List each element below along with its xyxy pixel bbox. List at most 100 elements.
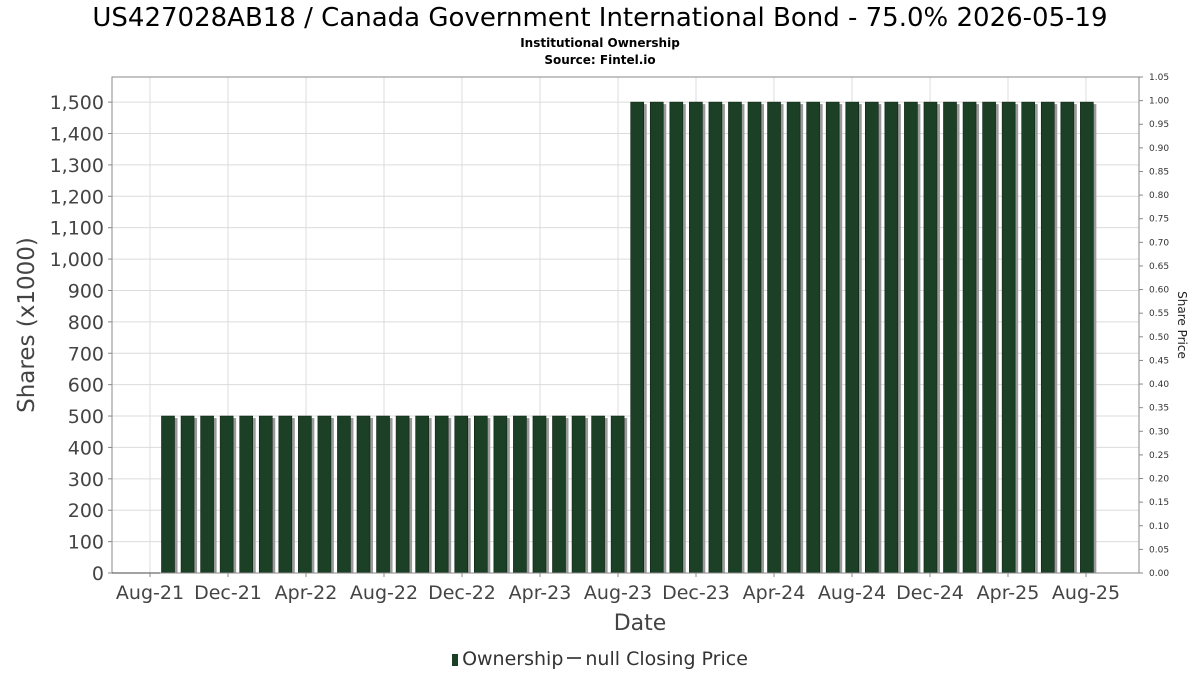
bar: [473, 415, 488, 574]
y2-tick-label: 0.85: [1149, 167, 1169, 177]
y-tick-label: 1,400: [50, 124, 104, 146]
y2-tick-label: 0.40: [1149, 380, 1169, 390]
chart-subtitle: Institutional Ownership: [520, 36, 680, 50]
legend-price-line: [567, 657, 582, 659]
bar: [376, 415, 390, 574]
bar: [591, 415, 605, 574]
y2-tick-label: 0.55: [1149, 309, 1169, 319]
bar: [610, 415, 625, 574]
x-tick-label: Aug-23: [584, 582, 652, 604]
x-tick-label: Aug-24: [818, 582, 886, 604]
legend-ownership-label: Ownership: [462, 648, 564, 670]
y2-axis-title: Share Price: [1175, 291, 1189, 359]
y2-tick-label: 0.20: [1149, 475, 1169, 485]
bar: [708, 101, 723, 574]
x-tick-label: Dec-23: [662, 582, 730, 604]
bar: [923, 101, 938, 574]
y-tick-label: 300: [68, 469, 104, 491]
bar: [219, 415, 234, 574]
x-tick-label: Aug-21: [116, 582, 184, 604]
y-tick-label: 700: [68, 343, 104, 365]
bar: [493, 415, 508, 574]
y2-tick-label: 0.45: [1149, 356, 1169, 366]
legend-ownership-swatch: [452, 654, 459, 666]
y-tick-label: 600: [68, 375, 104, 397]
bar: [278, 415, 293, 574]
y2-tick-label: 0.90: [1149, 144, 1169, 154]
bar: [786, 101, 801, 574]
y-tick-label: 1,500: [50, 92, 104, 114]
bar: [1080, 101, 1094, 574]
bar: [1001, 101, 1016, 574]
y-tick-label: 200: [68, 500, 104, 522]
y2-tick-label: 0.25: [1149, 451, 1169, 461]
y2-tick-label: 0.35: [1149, 404, 1169, 414]
bar: [1021, 101, 1036, 574]
bar: [825, 101, 840, 574]
y2-tick-label: 1.05: [1149, 73, 1169, 83]
chart-title: US427028AB18 / Canada Government Interna…: [92, 3, 1108, 33]
bar: [395, 415, 410, 574]
bar: [200, 415, 214, 574]
y-tick-label: 1,000: [50, 249, 104, 271]
bar: [904, 101, 918, 574]
y-tick-label: 900: [68, 280, 104, 302]
bar: [513, 415, 527, 574]
bar: [1060, 101, 1075, 574]
chart-legend: Ownership null Closing Price: [0, 647, 1200, 671]
bar: [337, 415, 351, 574]
bar: [806, 101, 820, 574]
y2-tick-label: 0.80: [1149, 191, 1169, 201]
y-tick-label: 1,200: [50, 186, 104, 208]
y2-tick-label: 0.10: [1149, 522, 1169, 532]
x-tick-label: Apr-25: [977, 582, 1040, 604]
x-tick-label: Apr-24: [743, 582, 806, 604]
bar: [434, 415, 449, 574]
bar: [239, 415, 253, 574]
y2-tick-label: 0.00: [1149, 569, 1169, 579]
bar: [180, 415, 195, 574]
bar: [689, 101, 703, 574]
plot-border: [111, 76, 1140, 574]
bar: [258, 415, 273, 574]
bar: [356, 415, 371, 574]
y-tick-label: 0: [92, 563, 104, 585]
bar: [982, 101, 996, 574]
bar: [747, 101, 762, 574]
bar: [552, 415, 566, 574]
x-tick-label: Dec-21: [194, 582, 262, 604]
bar: [571, 415, 586, 574]
y-tick-label: 400: [68, 437, 104, 459]
y2-tick-label: 0.65: [1149, 262, 1169, 272]
bar: [767, 101, 781, 574]
x-tick-label: Apr-23: [509, 582, 572, 604]
bar: [415, 415, 429, 574]
bar: [161, 415, 175, 574]
bar: [298, 415, 312, 574]
y2-tick-label: 0.15: [1149, 498, 1169, 508]
y2-tick-label: 1.00: [1149, 97, 1169, 107]
y-tick-label: 100: [68, 532, 104, 554]
bar: [728, 101, 742, 574]
y2-tick-label: 0.05: [1149, 545, 1169, 555]
y-tick-label: 500: [68, 406, 104, 428]
y-axis-title: Shares (x1000): [14, 237, 40, 413]
y2-tick-label: 0.50: [1149, 333, 1169, 343]
bar: [884, 101, 899, 574]
bar: [669, 101, 684, 574]
bar: [454, 415, 469, 574]
bar: [864, 101, 879, 574]
chart-source: Source: Fintel.io: [544, 53, 656, 67]
x-tick-label: Apr-22: [275, 582, 338, 604]
y2-tick-label: 0.75: [1149, 215, 1169, 225]
x-tick-label: Dec-22: [428, 582, 496, 604]
x-tick-label: Aug-22: [350, 582, 418, 604]
y2-tick-label: 0.30: [1149, 427, 1169, 437]
x-tick-label: Aug-25: [1052, 582, 1120, 604]
y2-tick-label: 0.70: [1149, 238, 1169, 248]
y-tick-label: 800: [68, 312, 104, 334]
y-tick-label: 1,100: [50, 218, 104, 240]
bar: [649, 101, 664, 574]
bar: [1040, 101, 1055, 574]
